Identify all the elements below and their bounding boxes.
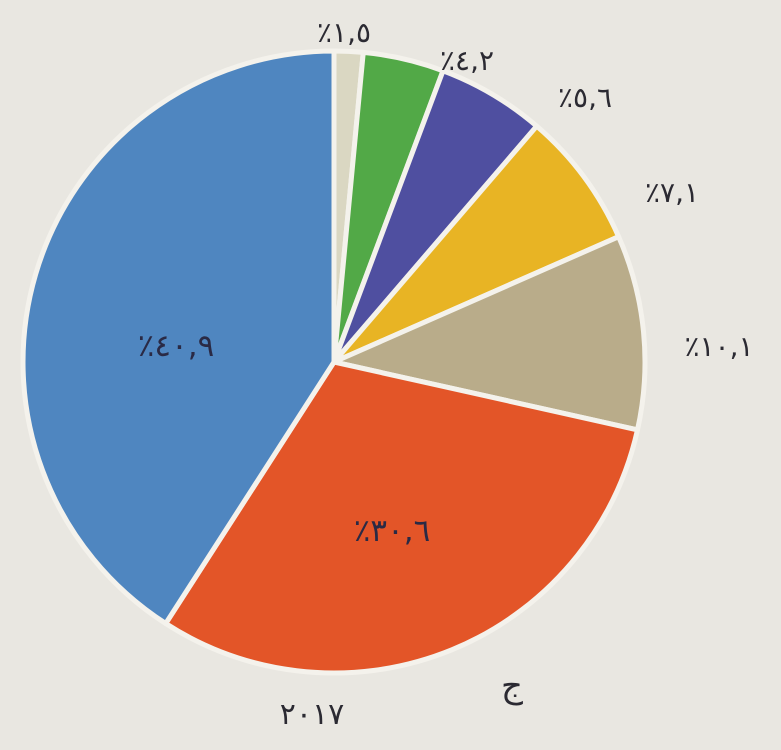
slice-labels: ٪١,٥ ٪٤,٢ ٪٥,٦ ٪٧,١ ٪١٠,١ ٪٣٠,٦ ٪٤٠,٩ — [138, 16, 754, 549]
slice-label: ٪٥,٦ — [558, 81, 612, 114]
slice-label: ٪٣٠,٦ — [354, 513, 430, 549]
slice-label: ٪٤٠,٩ — [138, 328, 214, 364]
slice-label: ٪٤,٢ — [440, 44, 494, 77]
pie-slice — [163, 359, 641, 676]
slice-label: ٪١٠,١ — [684, 330, 753, 363]
slice-label: ٪١,٥ — [317, 16, 371, 49]
pie-slice — [331, 234, 648, 433]
slice-label: ٪٧,١ — [645, 176, 699, 209]
pie-slice — [331, 123, 622, 365]
pie-slices — [20, 48, 648, 676]
pie-slice — [20, 48, 337, 627]
panel-letter: ج — [501, 666, 523, 706]
year-label: ٢٠١٧ — [280, 697, 344, 732]
